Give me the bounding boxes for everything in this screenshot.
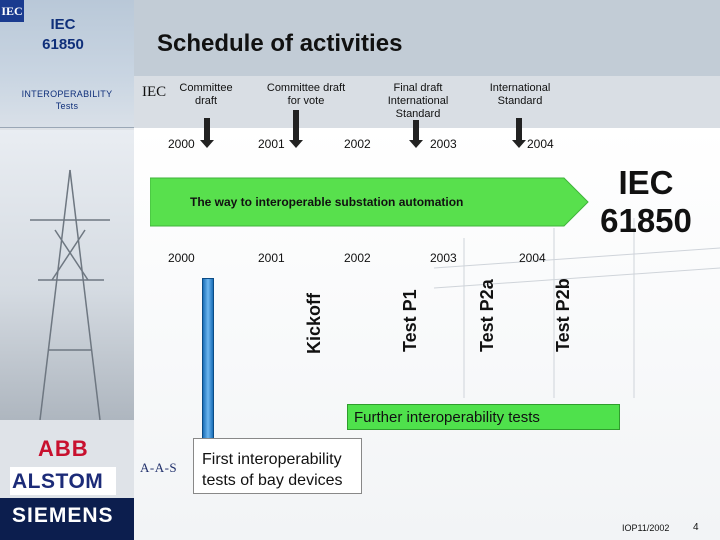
- test-p1-label: Test P1: [400, 289, 420, 352]
- milestone-line: International: [387, 95, 449, 107]
- year-bottom-2004: 2004: [519, 251, 546, 265]
- footer-reference: IOP11/2002: [622, 523, 670, 533]
- first-tests-text: First interoperability tests of bay devi…: [202, 449, 343, 491]
- arrow-text: The way to interoperable substation auto…: [190, 195, 464, 209]
- aas-logo: A-A-S: [140, 460, 178, 475]
- substation-background-art: [433, 218, 720, 398]
- siemens-logo-box: [0, 498, 134, 540]
- milestone-line: Final draft: [393, 82, 443, 94]
- down-arrow-icon: [409, 120, 423, 148]
- sidebar-subtitle-line1: INTEROPERABILITY: [21, 89, 113, 99]
- iec-61850-label: IEC 61850: [596, 164, 696, 240]
- first-tests-box: [193, 438, 362, 494]
- milestone-international-standard: International Standard: [478, 82, 562, 108]
- down-arrow-icon: [200, 118, 214, 148]
- timeline-bar: [202, 278, 214, 440]
- milestone-line: Committee: [179, 82, 233, 94]
- sidebar-subtitle: INTEROPERABILITY Tests: [4, 88, 130, 112]
- milestone-line: for vote: [287, 95, 325, 107]
- test-p2b-label: Test P2b: [553, 278, 573, 352]
- year-top-2000: 2000: [168, 137, 195, 151]
- milestone-line: Standard: [395, 108, 441, 120]
- milestone-committee-draft: Committee draft: [170, 82, 242, 108]
- alstom-logo: ALSTOM: [12, 470, 104, 493]
- year-top-2001: 2001: [258, 137, 285, 151]
- header-title-band: [134, 0, 720, 76]
- year-bottom-2001: 2001: [258, 251, 285, 265]
- iec-61850-line1: IEC: [618, 164, 674, 201]
- milestone-line: International: [489, 82, 551, 94]
- sidebar-title: IEC 61850: [18, 15, 108, 55]
- year-bottom-2003: 2003: [430, 251, 457, 265]
- milestone-line: draft: [194, 95, 217, 107]
- interoperability-arrow: [150, 177, 589, 227]
- siemens-logo: SIEMENS: [12, 504, 114, 527]
- abb-logo: ABB: [38, 436, 89, 461]
- iec-prefix-label: IEC: [142, 84, 167, 100]
- alstom-logo-box: [10, 467, 116, 495]
- test-p2a-label: Test P2a: [477, 279, 497, 352]
- down-arrow-icon: [289, 110, 303, 148]
- iec-61850-line2: 61850: [600, 202, 692, 239]
- milestone-committee-draft-vote: Committee draft for vote: [256, 82, 356, 108]
- year-bottom-2002: 2002: [344, 251, 371, 265]
- year-top-2004: 2004: [527, 137, 554, 151]
- first-tests-line2: tests of bay devices: [202, 472, 343, 489]
- sidebar-title-line1: IEC: [50, 16, 76, 33]
- first-tests-line1: First interoperability: [202, 451, 342, 468]
- power-line-photo: [0, 130, 134, 421]
- milestone-final-draft: Final draft International Standard: [372, 82, 464, 121]
- page-title: Schedule of activities: [157, 30, 403, 57]
- year-top-2003: 2003: [430, 137, 457, 151]
- sidebar-title-line2: 61850: [42, 36, 84, 53]
- further-tests-text: Further interoperability tests: [354, 409, 540, 426]
- page-number: 4: [693, 522, 699, 533]
- pylon-illustration: [30, 169, 110, 421]
- year-top-2002: 2002: [344, 137, 371, 151]
- kickoff-label: Kickoff: [304, 292, 324, 354]
- down-arrow-icon: [512, 118, 526, 148]
- milestone-line: Standard: [497, 95, 543, 107]
- further-tests-box: [347, 404, 620, 430]
- sidebar-subtitle-line2: Tests: [55, 101, 79, 111]
- year-bottom-2000: 2000: [168, 251, 195, 265]
- iec-logo: IEC: [0, 0, 24, 22]
- milestone-line: Committee draft: [266, 82, 346, 94]
